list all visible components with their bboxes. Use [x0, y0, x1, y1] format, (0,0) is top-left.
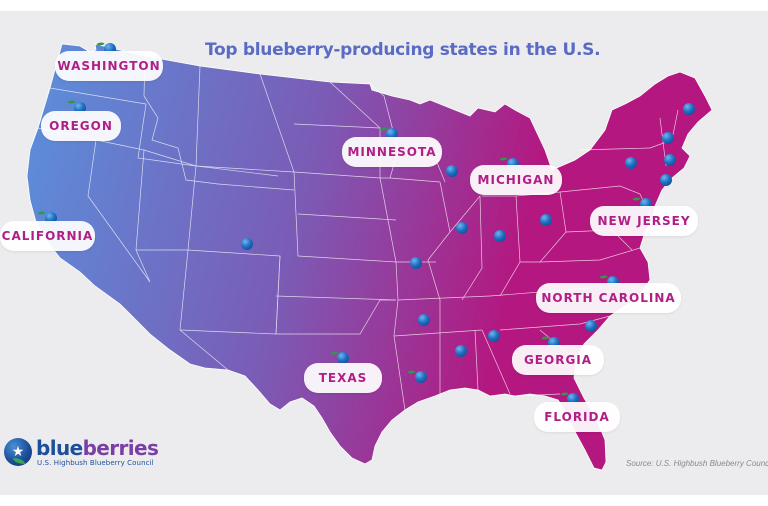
- logo-wordmark: blueberries: [36, 436, 159, 460]
- blueberry-icon: [488, 330, 500, 342]
- map-title: Top blueberry-producing states in the U.…: [205, 40, 601, 60]
- label-washington: WASHINGTON: [55, 51, 163, 81]
- label-north-carolina: NORTH CAROLINA: [536, 283, 681, 313]
- label-georgia: GEORGIA: [512, 345, 604, 375]
- blueberry-icon: [456, 222, 468, 234]
- blueberry-icon: [662, 132, 674, 144]
- blueberry-icon: [494, 230, 506, 242]
- label-minnesota: MINNESOTA: [342, 137, 442, 167]
- blueberry-icon: [446, 165, 458, 177]
- blueberry-icon: [241, 238, 253, 250]
- blueberry-icon: [455, 345, 467, 357]
- blueberry-icon: [410, 257, 422, 269]
- blueberry-icon: [625, 157, 637, 169]
- label-oregon: OREGON: [41, 111, 121, 141]
- label-michigan: MICHIGAN: [470, 165, 562, 195]
- blueberry-icon: [585, 320, 597, 332]
- label-california: CALIFORNIA: [0, 221, 95, 251]
- blueberry-icon: [683, 103, 695, 115]
- blueberry-icon: [418, 314, 430, 326]
- blueberry-icon: [664, 154, 676, 166]
- label-texas: TEXAS: [304, 363, 382, 393]
- label-new-jersey: NEW JERSEY: [590, 206, 698, 236]
- source-note: Source: U.S. Highbush Blueberry Council,…: [626, 459, 768, 468]
- blueberry-icon: [660, 174, 672, 186]
- logo-subtitle: U.S. Highbush Blueberry Council: [37, 459, 154, 467]
- blueberry-icon: [540, 214, 552, 226]
- blueberry-icon: [337, 352, 349, 364]
- blueberry-icon: [415, 371, 427, 383]
- label-florida: FLORIDA: [534, 402, 620, 432]
